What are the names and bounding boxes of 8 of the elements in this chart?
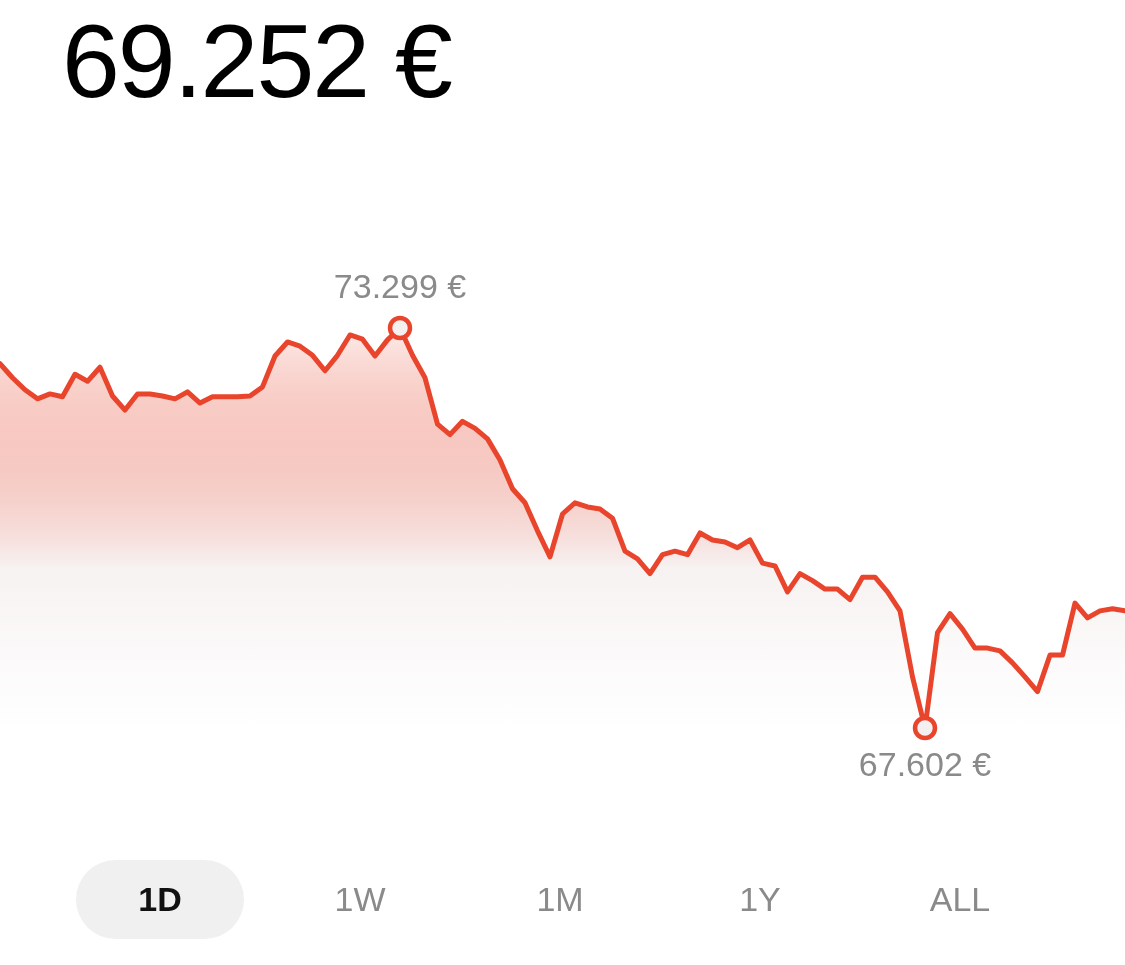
annotation: 1W	[333, 879, 387, 920]
data-label: 73.299 €	[333, 267, 467, 306]
annotation: 1M	[535, 879, 585, 920]
annotation: 1Y	[738, 879, 782, 920]
button: 1D	[76, 860, 244, 939]
data-label: 67.602 €	[858, 745, 992, 784]
chart-title: 69.252 €	[62, 2, 451, 121]
annotation: ALL	[928, 879, 992, 920]
